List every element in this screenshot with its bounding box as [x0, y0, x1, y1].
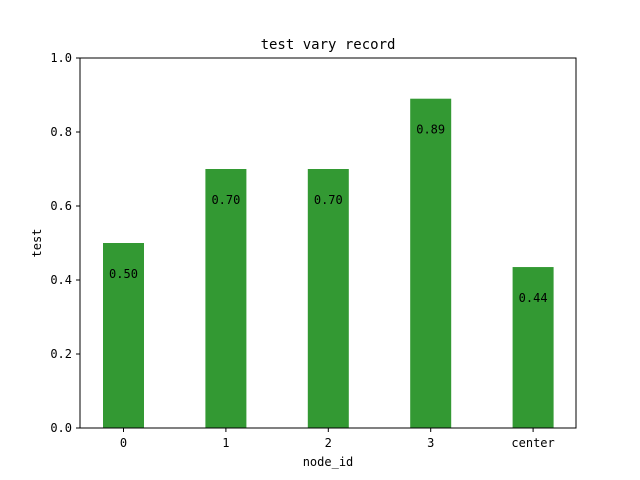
bar-1	[205, 169, 247, 428]
y-tick-label-0.0: 0.0	[50, 421, 72, 435]
x-tick-label-center: center	[511, 436, 554, 450]
chart-title: test vary record	[261, 37, 396, 53]
y-tick-label-0.6: 0.6	[50, 199, 72, 213]
y-axis-label: test	[30, 229, 44, 258]
y-tick-label-1.0: 1.0	[50, 51, 72, 65]
y-tick-label-0.8: 0.8	[50, 125, 72, 139]
data-label-2: 0.70	[314, 193, 343, 207]
x-tick-label-2: 2	[325, 436, 332, 450]
bars-group	[103, 98, 554, 428]
data-labels-group: 0.50 0.70 0.70 0.89 0.44	[109, 123, 548, 305]
x-tick-label-0: 0	[120, 436, 127, 450]
bar-2	[307, 169, 349, 428]
bar-center	[512, 267, 554, 428]
x-tick-label-1: 1	[222, 436, 229, 450]
data-label-3: 0.89	[416, 123, 445, 137]
bar-3	[410, 98, 452, 428]
data-label-0: 0.50	[109, 267, 138, 281]
y-tick-label-0.2: 0.2	[50, 347, 72, 361]
x-axis: 0 1 2 3 center	[120, 428, 555, 450]
data-label-1: 0.70	[211, 193, 240, 207]
y-tick-label-0.4: 0.4	[50, 273, 72, 287]
x-axis-label: node_id	[303, 455, 354, 469]
y-axis: 0.0 0.2 0.4 0.6 0.8 1.0	[50, 51, 80, 435]
bar-0	[103, 243, 144, 428]
x-tick-label-3: 3	[427, 436, 434, 450]
data-label-center: 0.44	[519, 291, 548, 305]
